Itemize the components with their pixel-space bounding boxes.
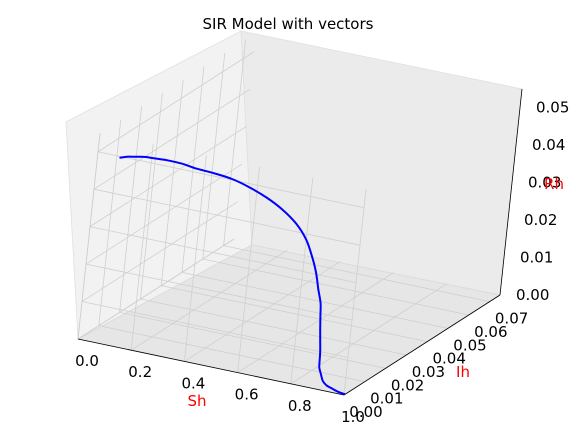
chart-title: SIR Model with vectors — [203, 15, 374, 33]
x-tick-label: 0.4 — [181, 374, 205, 392]
grid-line — [184, 261, 341, 362]
grid-line — [343, 188, 367, 396]
grid-line — [290, 283, 448, 385]
z-tick-label: 0.01 — [520, 249, 553, 267]
grid-line — [89, 126, 247, 227]
grid-line — [140, 298, 407, 356]
x-tick-label: 0.6 — [235, 386, 259, 404]
grid-line — [202, 258, 469, 316]
series-line — [119, 155, 346, 396]
grid-line — [237, 272, 394, 373]
grid-line — [130, 144, 154, 351]
grid-line — [237, 166, 260, 373]
grid-line — [181, 271, 449, 329]
grid-line — [290, 177, 314, 384]
x-tick-label: 0.0 — [75, 352, 99, 370]
grid-line — [140, 92, 163, 300]
grid-line — [119, 106, 142, 313]
series-layer — [119, 155, 346, 396]
grid-line — [119, 311, 386, 369]
axis-lines — [77, 88, 523, 396]
grid-line — [202, 52, 226, 260]
tick-labels: 0.00.20.40.60.81.00.000.010.020.030.040.… — [75, 99, 569, 426]
y-tick-label: 0.00 — [349, 403, 382, 421]
y-tick-label: 0.02 — [391, 376, 424, 394]
grid-line — [77, 132, 101, 340]
x-axis-label: Sh — [187, 392, 206, 410]
x-tick-label: 0.2 — [128, 363, 152, 381]
z-tick-label: 0.04 — [532, 136, 565, 154]
grid-line — [160, 79, 184, 286]
grid-line — [89, 226, 357, 284]
grid-line — [77, 238, 235, 340]
grid-line — [93, 88, 251, 190]
z-axis-label: Rh — [544, 175, 564, 193]
y-tick-label: 0.05 — [453, 336, 486, 354]
z-tick-label: 0.02 — [524, 211, 557, 229]
grid-line — [85, 163, 243, 265]
grid-line — [161, 285, 428, 343]
x-tick-label: 0.8 — [288, 397, 312, 415]
x-axis-line — [77, 338, 345, 396]
grid-line — [98, 119, 122, 326]
x-tick-label: 1.0 — [341, 408, 365, 426]
grid-line — [85, 263, 353, 321]
grid-line — [81, 201, 239, 302]
grid-line — [130, 249, 288, 351]
y-axis-line — [343, 294, 501, 396]
z-tick-label: 0.03 — [528, 174, 561, 192]
y-tick-label: 0.03 — [412, 363, 445, 381]
grid-line — [97, 51, 255, 153]
y-tick-label: 0.07 — [495, 310, 528, 328]
grid-line — [81, 301, 349, 358]
y-tick-label: 0.06 — [474, 323, 507, 341]
grid-line — [223, 39, 246, 246]
grid-line — [181, 66, 205, 273]
z-axis-line — [499, 88, 523, 296]
z-tick-label: 0.00 — [516, 286, 549, 304]
y-axis-label: Ih — [456, 363, 470, 381]
y-tick-label: 0.01 — [370, 390, 403, 408]
z-tick-label: 0.05 — [536, 99, 569, 117]
y-tick-label: 0.04 — [432, 350, 465, 368]
